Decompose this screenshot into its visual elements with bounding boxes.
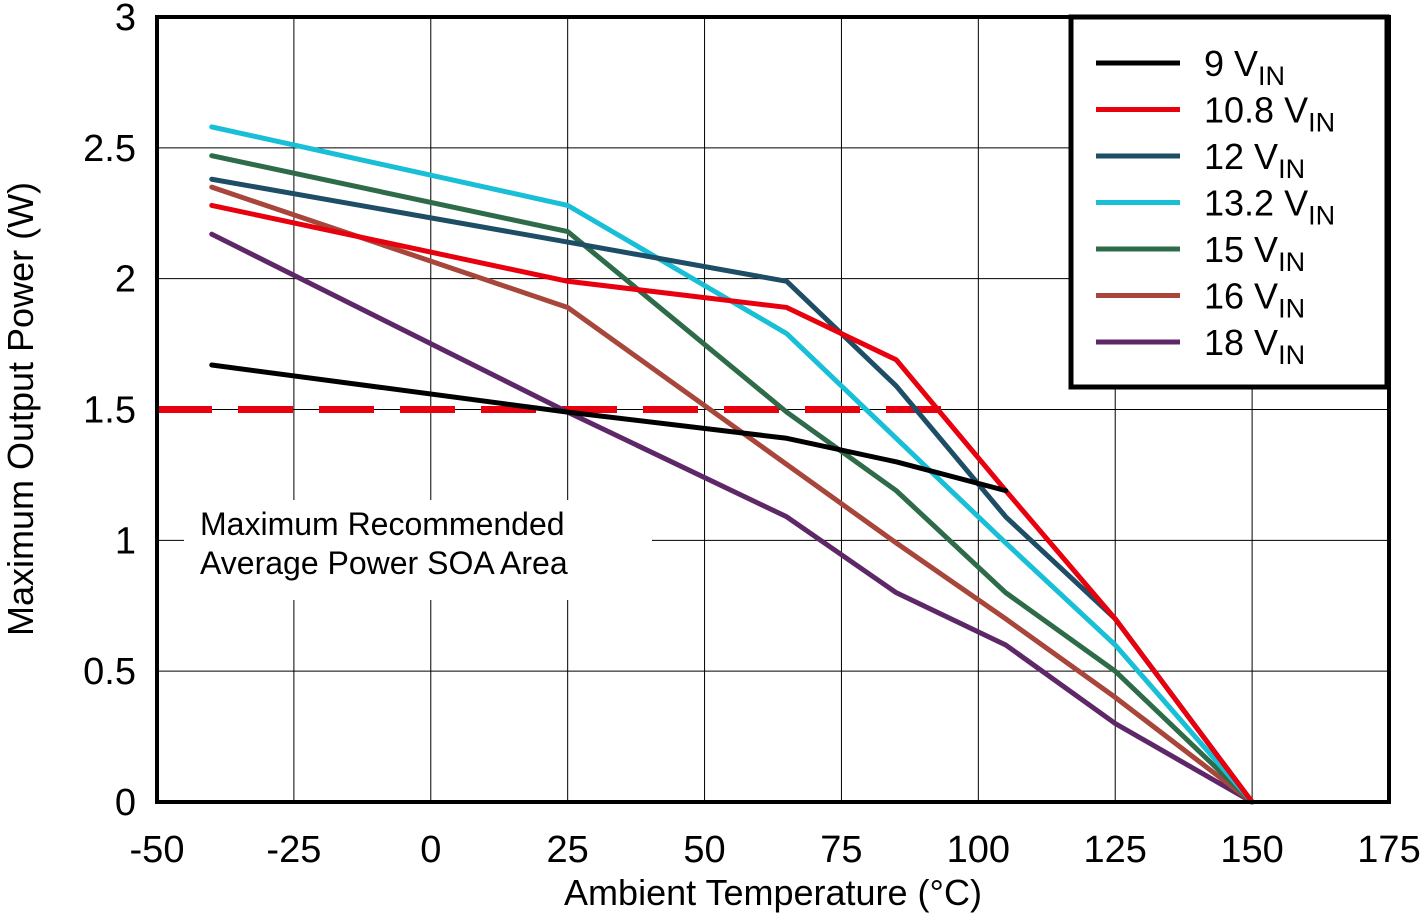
y-tick-label: 1 — [115, 520, 136, 562]
y-tick-label: 2.5 — [83, 128, 136, 170]
legend-label: 13.2 VIN — [1204, 183, 1335, 231]
series-line-16-v — [209, 184, 1255, 805]
x-tick-label: 150 — [1220, 829, 1283, 871]
y-tick-label: 1.5 — [83, 390, 136, 432]
series-line-9-v — [209, 362, 1009, 494]
series-line-10-8-v — [209, 202, 1255, 805]
x-tick-label: 0 — [420, 829, 441, 871]
y-tick-label: 2 — [115, 259, 136, 301]
x-tick-label: 100 — [947, 829, 1010, 871]
y-tick-label: 0 — [115, 782, 136, 824]
x-axis-label: Ambient Temperature (°C) — [564, 872, 982, 913]
y-tick-label: 3 — [115, 0, 136, 39]
x-tick-label: 175 — [1357, 829, 1420, 871]
legend-label: 16 VIN — [1204, 276, 1305, 324]
soa-annotation-background — [184, 500, 652, 600]
x-tick-label: 125 — [1084, 829, 1147, 871]
plot-frame — [155, 15, 1391, 804]
x-tick-label: 50 — [683, 829, 725, 871]
legend-label: 15 VIN — [1204, 229, 1305, 277]
legend-label: 12 VIN — [1204, 136, 1305, 184]
soa-annotation-line-2: Average Power SOA Area — [200, 545, 568, 581]
series-line-13-2-v — [209, 124, 1255, 805]
y-tick-labels: 0 0.5 1 1.5 2 2.5 3 — [83, 0, 136, 824]
x-tick-label: -25 — [266, 829, 321, 871]
series-line-15-v — [209, 153, 1255, 805]
legend-label: 9 VIN — [1204, 43, 1285, 91]
legend-label: 10.8 VIN — [1204, 90, 1335, 138]
series-lines — [209, 124, 1255, 805]
x-tick-label: 25 — [547, 829, 589, 871]
soa-annotation-line-1: Maximum Recommended — [200, 506, 565, 542]
y-tick-label: 0.5 — [83, 651, 136, 693]
y-axis-label: Maximum Output Power (W) — [0, 182, 41, 636]
legend-label: 18 VIN — [1204, 322, 1305, 370]
x-tick-label: 75 — [820, 829, 862, 871]
x-tick-labels: -50 -25 0 25 50 75 100 125 150 175 — [130, 829, 1421, 871]
x-tick-label: -50 — [130, 829, 185, 871]
